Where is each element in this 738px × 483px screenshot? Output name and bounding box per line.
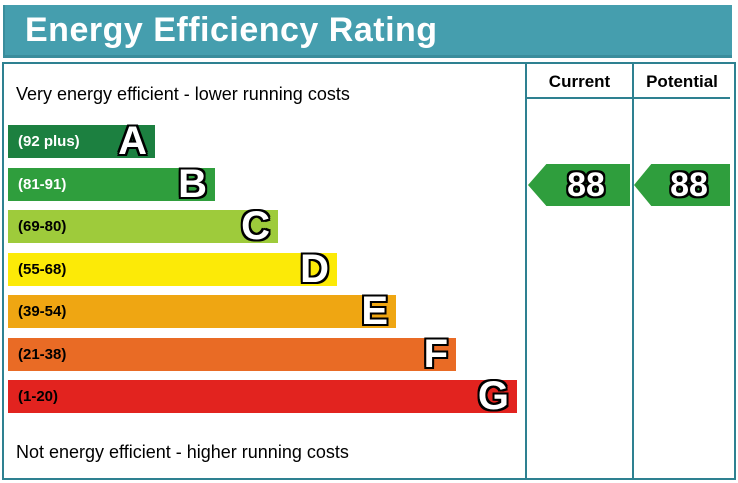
band-letter: F — [423, 332, 448, 376]
band-row-G: (1-20) G — [8, 374, 517, 418]
header-underline — [525, 97, 730, 99]
current-column-divider — [525, 64, 527, 478]
band-range-label: (69-80) — [18, 218, 67, 235]
potential-rating-arrow: 88 — [634, 164, 730, 206]
potential-column-divider — [632, 64, 634, 478]
current-column-header: Current — [548, 72, 611, 91]
band-letter: G — [477, 374, 509, 418]
chart-title-banner: Energy Efficiency Rating — [3, 5, 732, 58]
band-range-label: (55-68) — [18, 261, 67, 278]
band-range-label: (92 plus) — [18, 133, 80, 150]
band-row-E: (39-54) E — [8, 289, 396, 333]
band-range-label: (39-54) — [18, 303, 67, 320]
page-title: Energy Efficiency Rating — [25, 10, 438, 49]
top-note: Very energy efficient - lower running co… — [16, 84, 350, 104]
band-range-label: (21-38) — [18, 346, 67, 363]
chart-box: Current Potential Very energy efficient … — [2, 62, 736, 480]
band-row-F: (21-38) F — [8, 332, 456, 376]
band-letter: C — [241, 204, 270, 248]
current-rating-value: 88 — [567, 165, 605, 204]
band-range-label: (81-91) — [18, 176, 67, 193]
band-row-C: (69-80) C — [8, 204, 278, 248]
bottom-note: Not energy efficient - higher running co… — [16, 442, 349, 462]
band-row-A: (92 plus) A — [8, 119, 155, 163]
band-row-B: (81-91) B — [8, 162, 215, 206]
band-letter: D — [300, 247, 329, 291]
band-range-label: (1-20) — [18, 388, 59, 405]
band-letter: A — [118, 119, 147, 163]
band-row-D: (55-68) D — [8, 247, 337, 291]
band-letter: E — [361, 289, 388, 333]
potential-rating-value: 88 — [670, 165, 708, 204]
potential-column-header: Potential — [646, 72, 718, 91]
current-rating-arrow: 88 — [528, 164, 630, 206]
band-letter: B — [178, 162, 207, 206]
